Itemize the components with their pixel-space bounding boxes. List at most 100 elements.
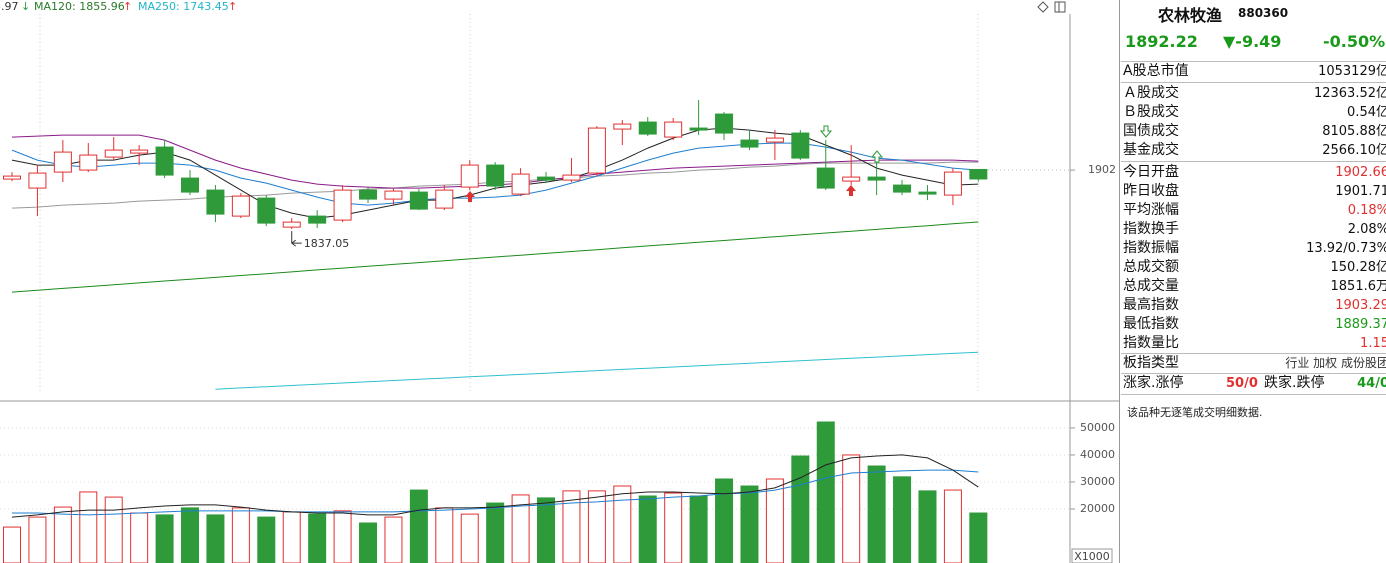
stat-value: 1902.66 (1335, 165, 1386, 180)
breadth-item: 50/0 (1226, 376, 1258, 391)
stat-label: 指数量比 (1123, 335, 1179, 351)
stat-row: 指数换手 2.08% (1121, 220, 1386, 239)
stat-label: A股总市值 (1123, 63, 1189, 79)
candle-body (664, 121, 683, 138)
legend-item: ↓ (21, 0, 30, 13)
separator (1121, 82, 1386, 83)
candle-body (486, 164, 505, 187)
volume-bar (206, 514, 225, 563)
volume-bar (104, 496, 123, 563)
y-tick-label: 1902 (1088, 163, 1116, 176)
annotation: 1837.05 (304, 237, 350, 250)
quote-panel: 农林牧渔 880360 1892.22 ▼-9.49 -0.50% A股总市值 1… (1121, 0, 1386, 563)
stat-label: 今日开盘 (1123, 164, 1179, 180)
stat-row: 最低指数 1889.37 (1121, 315, 1386, 334)
volume-unit: X1000 (1074, 550, 1110, 563)
candle-body (308, 215, 327, 224)
volume-bar (282, 511, 301, 563)
volume-bar (3, 526, 21, 563)
candle-body (943, 171, 962, 196)
candle-body (918, 191, 937, 195)
separator (1121, 373, 1386, 374)
buy-arrow (465, 191, 475, 202)
volume-bar (791, 455, 810, 563)
separator (1121, 61, 1386, 62)
stat-label: 国债成交 (1123, 123, 1179, 139)
candle-body (3, 175, 21, 180)
stat-row: 板指类型 行业 加权 成份股团 (1121, 354, 1386, 373)
candle-body (893, 184, 912, 193)
candle-body (842, 176, 861, 182)
quote-name: 农林牧渔 (1158, 6, 1223, 25)
volume-bar (867, 465, 886, 563)
volume-bar (893, 476, 912, 563)
marks: 1902 1837.05 20000 30000 40000 50000 (0, 100, 1116, 563)
stat-label: 总成交额 (1123, 259, 1179, 275)
buy-arrow (846, 185, 856, 196)
volume-bar (257, 516, 276, 563)
stat-value: 0.18% (1347, 203, 1386, 218)
volume-bar (613, 485, 632, 563)
unit-box (1071, 548, 1113, 563)
volume-bar (130, 512, 149, 563)
volume-bar (562, 490, 581, 563)
stat-row: 指数量比 1.15 (1121, 334, 1386, 353)
volume-bar (587, 490, 606, 563)
candle-body (969, 168, 988, 180)
volume-bar (664, 492, 683, 563)
volume-bar (842, 454, 861, 563)
volume-bar (409, 489, 428, 563)
icon-window[interactable] (1054, 1, 1066, 13)
candle-body (28, 172, 47, 189)
volume-bar (384, 516, 403, 563)
separator (1121, 161, 1386, 162)
stat-label: 指数振幅 (1123, 240, 1179, 256)
volume-bar (816, 421, 835, 563)
stat-row: 平均涨幅 0.18% (1121, 201, 1386, 220)
stat-value: 1901.71 (1335, 184, 1386, 199)
ma-line (11, 454, 979, 518)
stat-row: Ａ股成交 12363.52亿 (1121, 84, 1386, 103)
candle-body (460, 164, 479, 188)
volume-bar (943, 489, 962, 563)
y-tick-label: 40000 (1080, 448, 1115, 461)
candle-body (257, 197, 276, 224)
candle-body (435, 189, 454, 209)
stat-value: 1889.37 (1335, 317, 1386, 332)
signal-arrow (870, 150, 884, 163)
volume-bar (715, 478, 734, 563)
annotation-leader (291, 231, 302, 247)
volume-bar (460, 513, 479, 563)
stat-label: 总成交量 (1123, 278, 1179, 294)
icon-diamond[interactable] (1037, 1, 1049, 13)
candle-body (359, 189, 378, 200)
candle-body (155, 146, 174, 176)
candle-body (384, 190, 403, 200)
stat-value: 13.92/0.73% (1306, 241, 1386, 256)
stat-row: Ｂ股成交 0.54亿 (1121, 103, 1386, 122)
legend-item: ↑ (228, 0, 237, 13)
stat-label: 最高指数 (1123, 297, 1179, 313)
stat-row: 基金成交 2566.10亿 (1121, 141, 1386, 160)
legend-item: MA120: 1855.96 (34, 0, 125, 13)
stat-value: 2566.10亿 (1322, 143, 1386, 158)
volume-bar (53, 506, 72, 563)
stat-row: 总成交额 150.28亿 (1121, 258, 1386, 277)
stat-label: Ａ股成交 (1123, 85, 1179, 101)
separator (1121, 394, 1386, 395)
stat-label: 板指类型 (1123, 355, 1179, 371)
legend-item: ↑ (123, 0, 132, 13)
quote-change-pct: -0.50% (1323, 32, 1386, 51)
stat-label: 昨日收盘 (1123, 183, 1179, 199)
volume-bar (486, 502, 505, 563)
candle-body (53, 151, 72, 173)
stat-label: 指数换手 (1123, 221, 1179, 237)
toolbar-icons[interactable] (1037, 1, 1066, 13)
candle-body (511, 173, 530, 195)
chart-bg (0, 0, 1120, 563)
volume-bar (155, 514, 174, 563)
stat-row: 最高指数 1903.29 (1121, 296, 1386, 315)
stat-value: 8105.88亿 (1322, 124, 1386, 139)
volume-bar (79, 491, 98, 563)
